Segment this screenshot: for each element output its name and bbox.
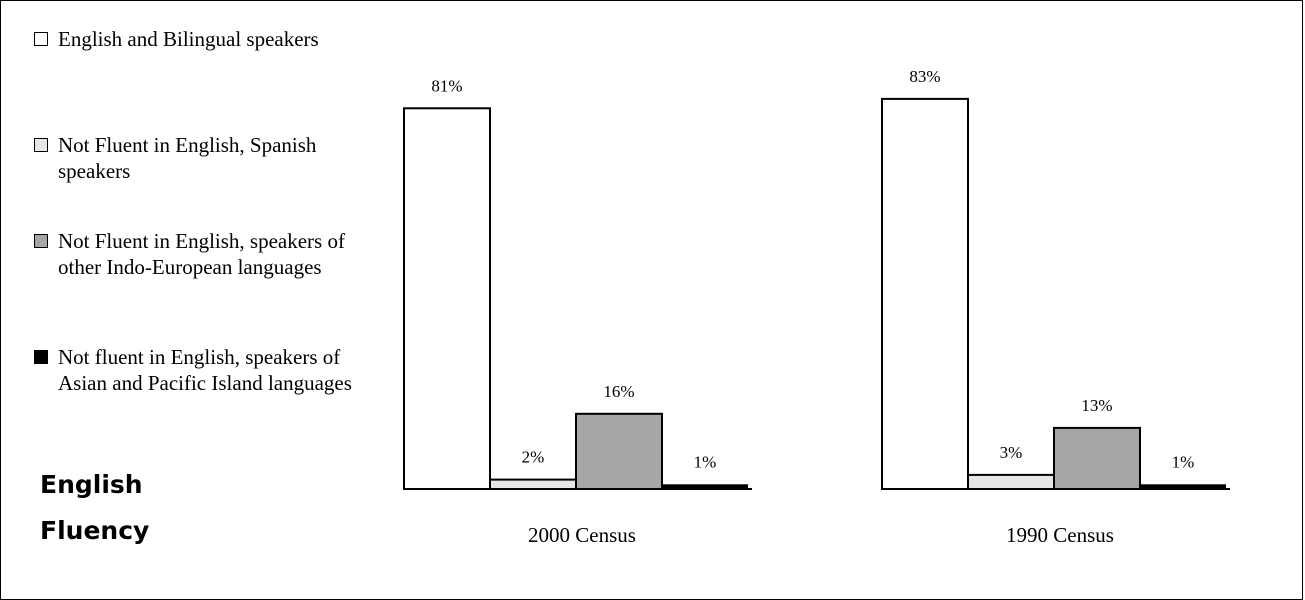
legend-item-3: Not Fluent in English, speakers of other… (34, 228, 348, 280)
category-label-1: 2000 Census (528, 523, 636, 547)
bar-2-2 (967, 473, 1055, 490)
bar-1-3 (575, 412, 663, 490)
category-label-2: 1990 Census (1006, 523, 1114, 547)
data-label-2-2: 3% (1000, 443, 1023, 462)
data-label-1-3: 16% (603, 382, 634, 401)
data-label-1-2: 2% (522, 448, 545, 467)
legend-swatch-1 (34, 32, 48, 46)
data-label-1-1: 81% (431, 76, 462, 95)
legend-label-4: Not fluent in English, speakers of Asian… (58, 345, 352, 395)
chart-title: English Fluency (40, 462, 149, 554)
legend-swatch-2 (34, 138, 48, 152)
legend-swatch-3 (34, 234, 48, 248)
bar-1-1 (403, 107, 491, 491)
bar-chart: 81% 2% 16% 1% 2000 Census 83% 3% 13% 1% 1990 Cens… (403, 67, 1230, 547)
legend-label-1: English and Bilingual speakers (58, 27, 319, 51)
legend-item-2: Not Fluent in English, Spanish speakers (34, 132, 348, 184)
bar-2-4 (1140, 484, 1226, 489)
data-label-2-3: 13% (1081, 396, 1112, 415)
legend-item-4: Not fluent in English, speakers of Asian… (34, 344, 358, 396)
data-label-2-1: 83% (909, 67, 940, 86)
data-label-1-4: 1% (694, 452, 717, 471)
bar-1-2 (489, 478, 577, 491)
legend-item-1: English and Bilingual speakers (34, 26, 358, 52)
legend-swatch-4 (34, 350, 48, 364)
title-line-2: Fluency (40, 516, 150, 545)
data-label-2-4: 1% (1172, 452, 1195, 471)
legend-label-2: Not Fluent in English, Spanish speakers (58, 133, 317, 183)
bar-2-3 (1053, 426, 1141, 490)
bar-2-1 (881, 97, 969, 491)
bar-1-4 (662, 484, 748, 489)
title-line-1: English (40, 470, 143, 499)
legend-label-3: Not Fluent in English, speakers of other… (58, 229, 345, 279)
